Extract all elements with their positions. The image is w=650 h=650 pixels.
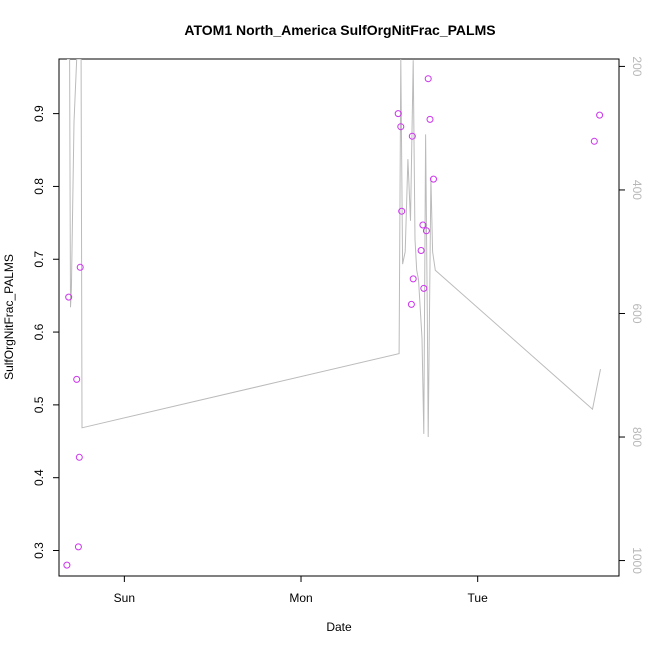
chart-title: ATOM1 North_America SulfOrgNitFrac_PALMS <box>184 22 495 38</box>
x-tick-label: Mon <box>289 591 312 605</box>
data-point <box>74 543 82 551</box>
right-y-tick-label: 200 <box>630 56 644 76</box>
data-point <box>73 375 81 383</box>
series-layer <box>63 59 604 569</box>
y-tick-label: 0.9 <box>32 105 46 122</box>
data-point <box>596 111 604 119</box>
y-tick-label: 0.4 <box>32 469 46 486</box>
data-point <box>422 227 430 235</box>
data-point <box>590 137 598 145</box>
x-tick-label: Sun <box>114 591 135 605</box>
data-point <box>409 275 417 283</box>
y-axis: 0.3 0.4 0.5 0.6 0.7 0.8 0.9 <box>32 105 60 559</box>
data-point <box>417 247 425 254</box>
y-tick-label: 0.6 <box>32 323 46 340</box>
data-point <box>419 221 427 229</box>
data-point <box>407 300 415 308</box>
pressure-line <box>66 59 601 438</box>
right-y-tick-label: 800 <box>630 427 644 447</box>
data-point <box>420 284 428 292</box>
data-point <box>430 175 437 183</box>
data-point <box>76 263 84 271</box>
data-point <box>408 132 416 140</box>
x-tick-label: Tue <box>468 591 489 605</box>
y-tick-label: 0.3 <box>32 542 46 559</box>
data-point <box>426 115 434 123</box>
y-tick-label: 0.5 <box>32 396 46 413</box>
data-point <box>75 453 83 461</box>
data-point <box>394 110 402 118</box>
data-point <box>65 293 73 301</box>
x-axis: Sun Mon Tue <box>114 575 489 605</box>
y-tick-label: 0.8 <box>32 178 46 195</box>
right-y-tick-label: 400 <box>630 180 644 200</box>
y-axis-label: SulfOrgNitFrac_PALMS <box>2 254 16 380</box>
right-y-tick-label: 1000 <box>630 547 644 574</box>
plot-frame <box>58 58 620 577</box>
data-point <box>424 75 432 83</box>
y-tick-label: 0.7 <box>32 251 46 268</box>
data-point <box>63 561 71 569</box>
data-point <box>398 207 406 215</box>
x-axis-label: Date <box>326 620 352 634</box>
data-point <box>397 123 405 131</box>
right-y-axis: 200 400 600 800 1000 <box>618 56 644 574</box>
right-y-tick-label: 600 <box>630 303 644 323</box>
